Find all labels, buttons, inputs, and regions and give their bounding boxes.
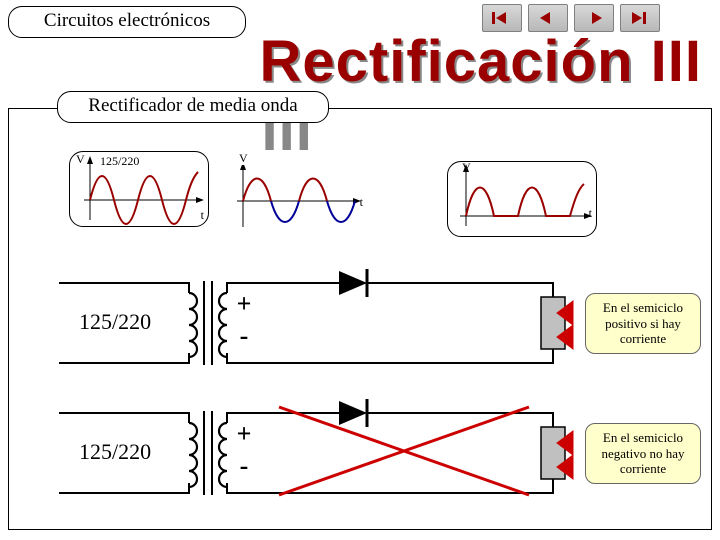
row2-note: En el semiciclo negativo no hay corrient… xyxy=(585,423,701,484)
prev-icon xyxy=(536,10,560,26)
graph1-svg xyxy=(70,152,210,228)
graph2-v-label: V xyxy=(239,151,248,166)
graph3-v-label: V xyxy=(462,160,471,175)
graph3-t-label: t xyxy=(589,206,592,221)
graph-output: V t xyxy=(447,161,597,237)
top-title: Circuitos electrónicos xyxy=(8,6,246,38)
row1-note-text: En el semiciclo positivo si hay corrient… xyxy=(603,300,683,346)
row2-note-text: En el semiciclo negativo no hay corrient… xyxy=(601,430,684,476)
subtitle-box: Rectificador de media onda xyxy=(57,91,329,123)
graph1-v-label: V xyxy=(76,152,85,167)
main-title: Rectificación III Rectificación III xyxy=(260,28,702,95)
graph2-t-label: t xyxy=(360,195,363,210)
graph1-source-label: 125/220 xyxy=(100,154,139,169)
graph1-t-label: t xyxy=(201,208,204,223)
graph-secondary: V t xyxy=(227,165,367,241)
last-icon xyxy=(628,10,652,26)
subtitle-text: Rectificador de media onda xyxy=(88,95,297,116)
graph-source: V 125/220 t xyxy=(69,151,209,227)
first-icon xyxy=(490,10,514,26)
main-title-text: Rectificación III xyxy=(260,29,702,94)
row1-note: En el semiciclo positivo si hay corrient… xyxy=(585,293,701,354)
next-icon xyxy=(582,10,606,26)
graph2-svg xyxy=(227,165,367,241)
main-panel: Rectificador de media onda V 125/220 t V… xyxy=(8,108,712,530)
top-title-text: Circuitos electrónicos xyxy=(44,10,210,31)
circuit-row-negative: 125/220 + - En el semiciclo negativo no … xyxy=(9,399,711,509)
circuit-row-positive: 125/220 + - xyxy=(9,269,711,379)
